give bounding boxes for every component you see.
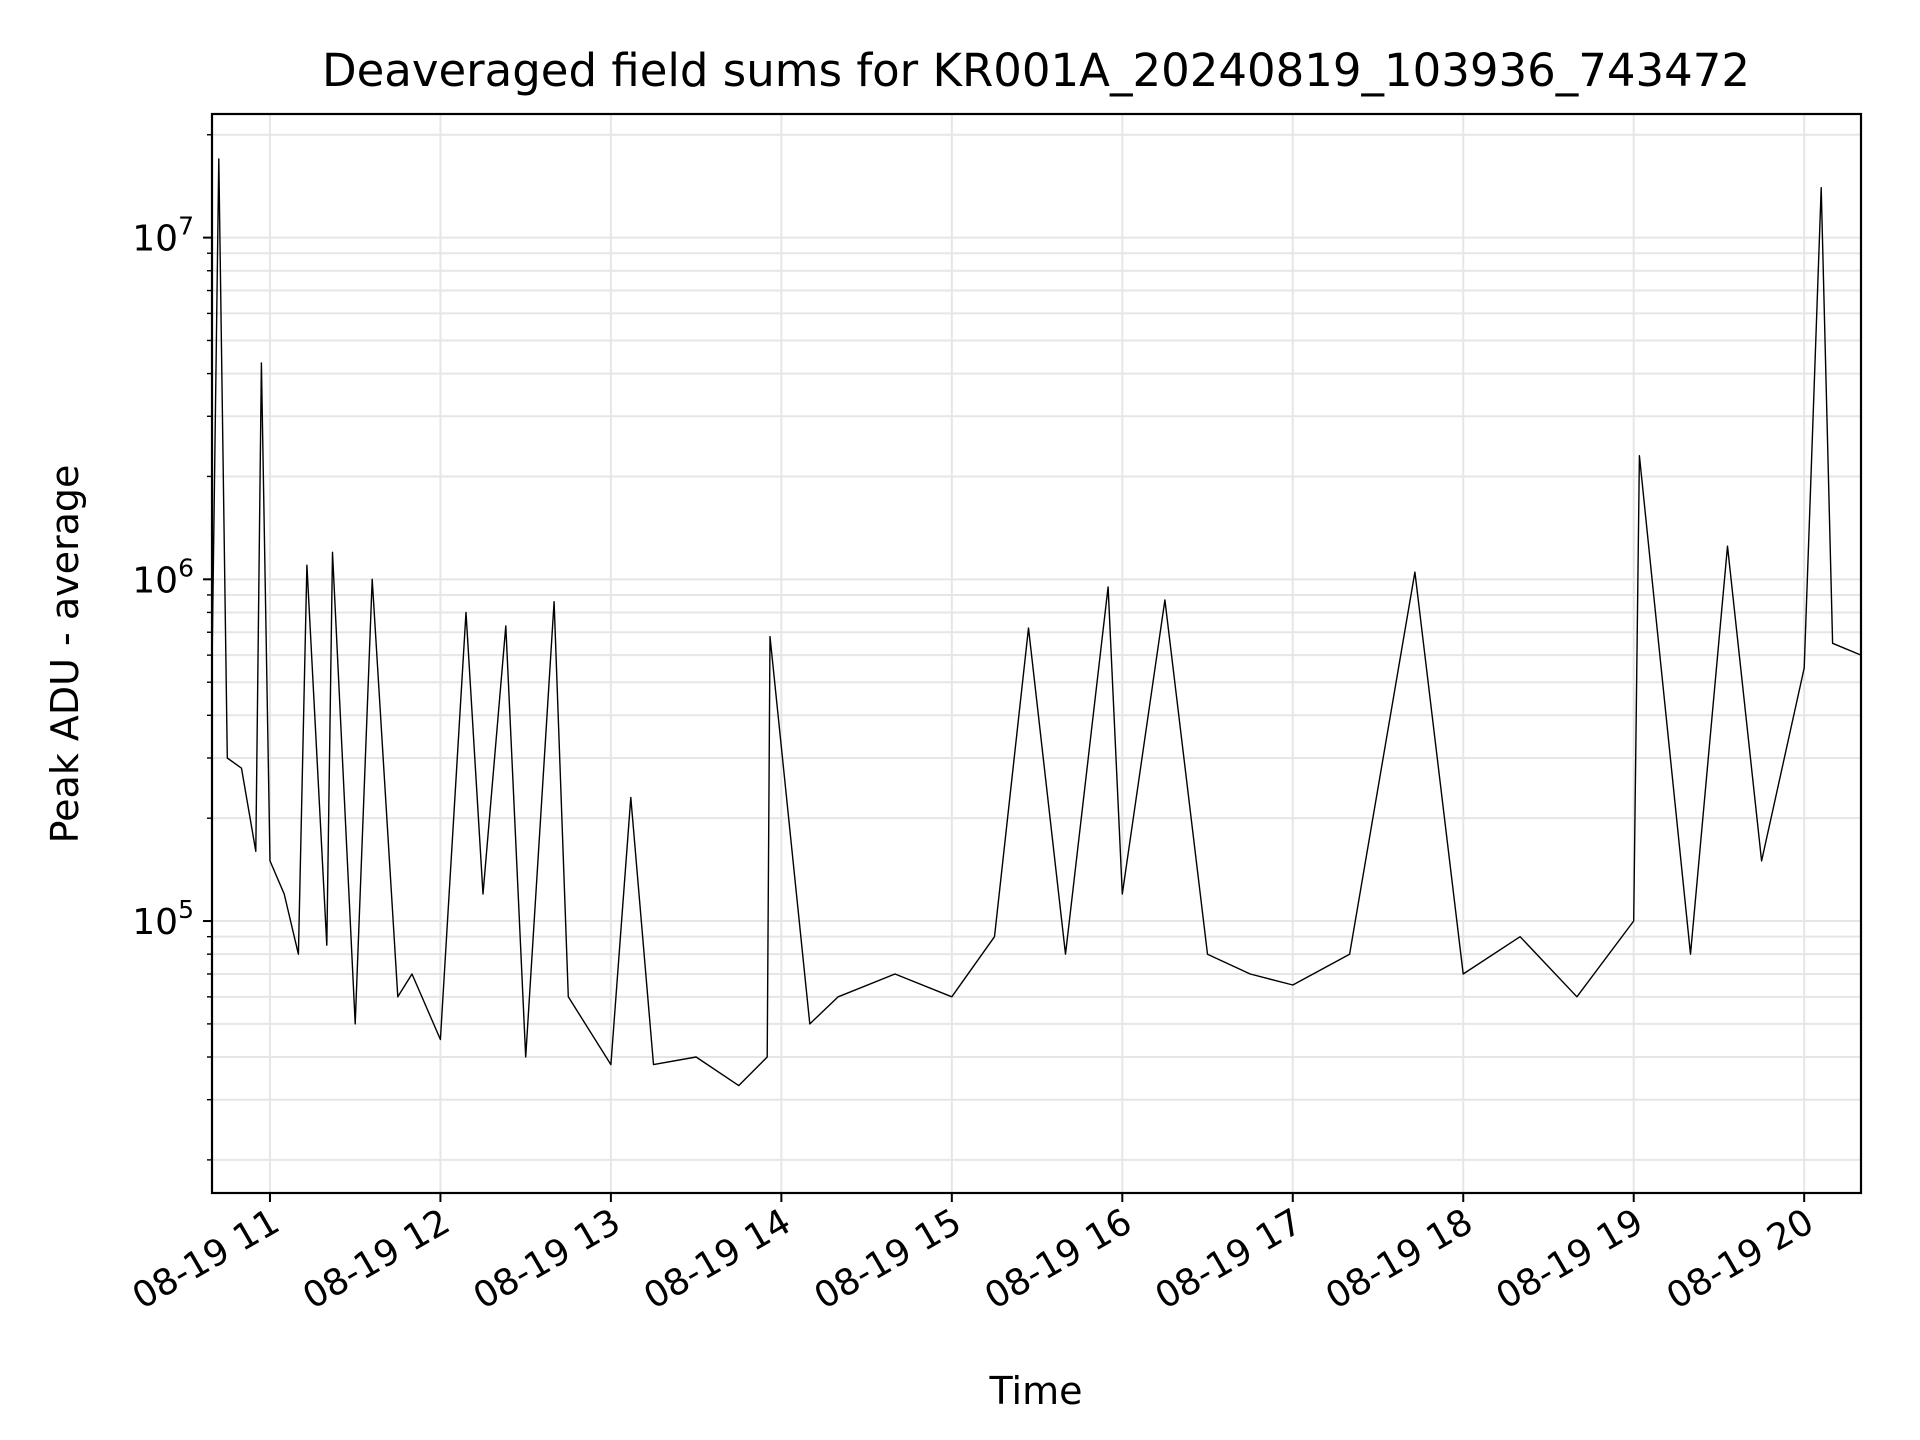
chart-title: Deaveraged field sums for KR001A_2024081… <box>322 44 1750 97</box>
plot-frame <box>210 112 1863 1195</box>
y-tick-base: 10 <box>132 902 178 943</box>
y-tick-base: 10 <box>132 219 178 260</box>
y-tick-label: 107 <box>132 212 194 260</box>
y-tick-label: 105 <box>132 895 194 943</box>
grid <box>212 114 1861 1193</box>
x-axis-label: Time <box>989 1369 1083 1413</box>
series-layer <box>211 158 1862 1087</box>
y-tick-exponent: 5 <box>178 895 194 924</box>
series-line <box>211 158 1862 1087</box>
y-axis-label: Peak ADU - average <box>43 465 87 844</box>
y-tick-label: 106 <box>132 553 194 601</box>
y-tick-exponent: 7 <box>178 212 194 241</box>
y-tick-base: 10 <box>132 560 178 601</box>
y-tick-exponent: 6 <box>178 553 194 582</box>
